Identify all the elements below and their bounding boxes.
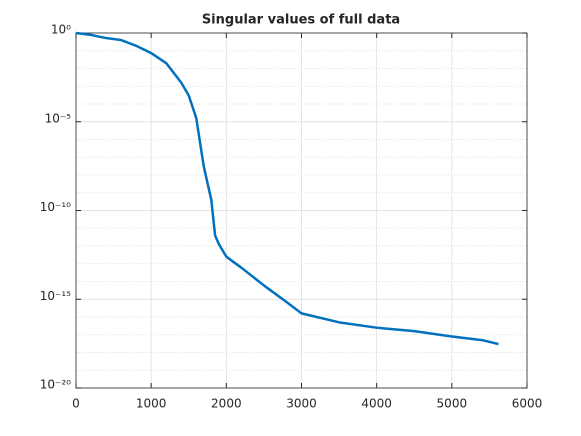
y-tick-label: 10⁻¹⁵ bbox=[40, 289, 71, 303]
y-tick-label: 10⁻²⁰ bbox=[40, 378, 71, 392]
data-line bbox=[75, 31, 499, 346]
axes-box bbox=[75, 32, 528, 389]
x-tick-label: 4000 bbox=[361, 397, 392, 411]
x-tick-label: 6000 bbox=[512, 397, 543, 411]
x-tick-label: 5000 bbox=[437, 397, 468, 411]
y-tick-label: 10⁻¹⁰ bbox=[40, 200, 71, 214]
y-tick-label: 10⁻⁵ bbox=[45, 111, 72, 125]
x-tick-label: 0 bbox=[72, 397, 80, 411]
x-tick-label: 2000 bbox=[211, 397, 242, 411]
x-tick-label: 1000 bbox=[136, 397, 167, 411]
y-tick-label: 10⁰ bbox=[51, 23, 71, 37]
chart-title: Singular values of full data bbox=[202, 13, 400, 28]
x-tick-label: 3000 bbox=[286, 397, 317, 411]
